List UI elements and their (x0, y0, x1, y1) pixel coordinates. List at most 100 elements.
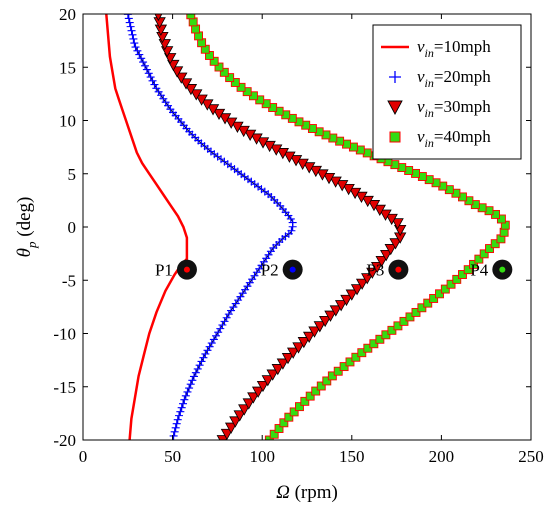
data-point (309, 165, 322, 178)
data-point (440, 284, 450, 294)
legend: vin=10mph vin=20mph vin=30mph vin=40mph (372, 24, 522, 160)
data-point (474, 254, 484, 264)
data-point (287, 347, 300, 359)
data-point (324, 310, 337, 322)
data-point (176, 407, 185, 416)
data-point (173, 415, 182, 424)
data-point (214, 62, 224, 72)
data-point (256, 380, 270, 393)
data-point (191, 368, 200, 377)
data-point (133, 46, 142, 55)
data-point (247, 392, 260, 404)
data-point (140, 61, 149, 70)
legend-label: vin=20mph (417, 67, 491, 90)
data-point (367, 200, 381, 212)
legend-marker (389, 131, 401, 143)
data-point (266, 369, 279, 381)
data-point (233, 410, 246, 422)
data-point (417, 303, 427, 313)
data-point (199, 353, 208, 362)
data-point (333, 366, 343, 376)
data-point (340, 294, 353, 307)
data-point (184, 84, 198, 96)
data-point (209, 335, 218, 344)
data-point (289, 155, 303, 167)
x-tick-label: 200 (429, 447, 455, 466)
data-point (329, 176, 342, 188)
point-label: P3 (366, 261, 384, 280)
data-point (391, 218, 404, 230)
data-point (393, 321, 403, 331)
data-point (220, 317, 229, 326)
y-tick-label: 20 (59, 5, 76, 24)
data-point (256, 137, 270, 149)
data-point (195, 94, 208, 106)
data-point (452, 274, 462, 284)
data-point (148, 76, 157, 85)
x-tick-label: 250 (518, 447, 544, 466)
data-point (263, 140, 276, 153)
data-point (296, 158, 309, 170)
data-point (342, 184, 355, 196)
data-point (251, 386, 265, 398)
data-point (423, 298, 433, 308)
data-point (355, 278, 369, 290)
data-point (329, 305, 342, 317)
y-tick-label: 15 (59, 58, 76, 77)
series-line (105, 14, 189, 440)
series-4 (186, 14, 510, 440)
data-point (180, 395, 189, 404)
data-point (185, 384, 194, 393)
data-point (206, 104, 220, 116)
data-point (287, 226, 296, 235)
data-point (264, 435, 274, 440)
data-point (127, 26, 136, 35)
data-point (375, 334, 385, 344)
data-point (361, 273, 374, 285)
data-point (170, 427, 179, 436)
data-point (288, 218, 297, 227)
point-marker-center (395, 266, 402, 273)
data-point (463, 265, 473, 275)
data-point (271, 364, 284, 376)
data-point (195, 361, 204, 370)
legend-marker (387, 100, 403, 115)
data-point (302, 331, 316, 344)
data-point (171, 423, 180, 432)
data-point (179, 399, 188, 408)
data-point (316, 169, 329, 181)
data-point (370, 261, 384, 274)
data-point (399, 316, 409, 326)
data-point (322, 376, 332, 386)
data-point (373, 204, 386, 217)
data-point (270, 144, 283, 156)
data-point (274, 424, 284, 433)
data-point (283, 151, 296, 163)
data-point (130, 39, 139, 48)
data-point (142, 65, 151, 74)
data-point (351, 352, 361, 362)
data-point (269, 429, 279, 439)
data-point (384, 244, 397, 256)
data-point (336, 180, 349, 192)
y-axis-label: θp (deg) (14, 197, 39, 258)
data-point (305, 391, 315, 401)
data-point (361, 195, 374, 208)
data-point (238, 404, 251, 416)
data-point (212, 331, 221, 340)
data-point (279, 418, 289, 428)
x-tick-label: 0 (79, 447, 88, 466)
data-point (311, 386, 321, 396)
data-point (435, 289, 444, 299)
data-point (181, 391, 190, 400)
data-point (144, 69, 153, 78)
y-tick-label: 5 (68, 165, 77, 184)
data-point (300, 396, 310, 406)
data-point (316, 381, 326, 391)
data-point (205, 342, 214, 351)
data-point (281, 353, 295, 365)
data-point (369, 339, 379, 349)
data-point (327, 371, 337, 381)
data-point (366, 267, 379, 279)
